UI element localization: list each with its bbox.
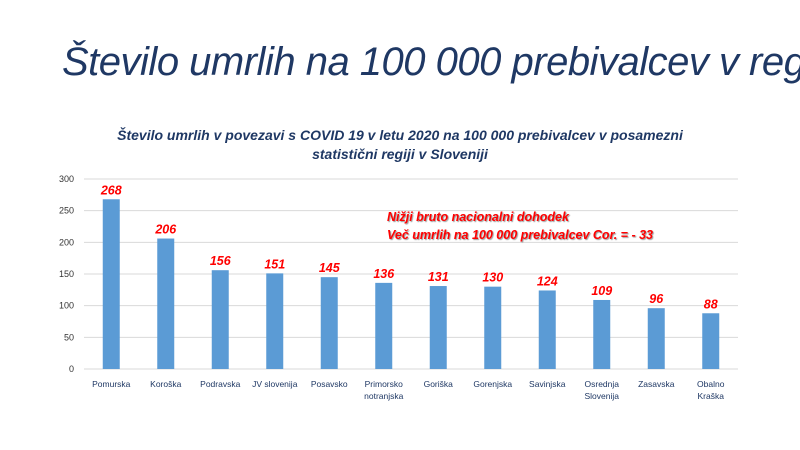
y-tick-label: 50 bbox=[64, 332, 74, 342]
bar bbox=[538, 290, 556, 369]
x-tick-label: Goriška bbox=[424, 379, 454, 389]
bar bbox=[702, 313, 720, 369]
x-tick-label: Slovenija bbox=[585, 391, 620, 401]
y-tick-label: 150 bbox=[59, 269, 74, 279]
x-tick-label: Pomurska bbox=[92, 379, 131, 389]
chart-title: Število umrlih v povezavi s COVID 19 v l… bbox=[117, 127, 683, 162]
y-tick-label: 250 bbox=[59, 206, 74, 216]
y-tick-label: 200 bbox=[59, 237, 74, 247]
x-tick-label: Gorenjska bbox=[473, 379, 512, 389]
data-label: 151 bbox=[264, 257, 285, 271]
bar bbox=[593, 299, 611, 369]
data-label: 88 bbox=[704, 297, 718, 311]
x-tick-label: notranjska bbox=[364, 391, 403, 401]
data-label: 156 bbox=[210, 254, 232, 268]
bar bbox=[157, 238, 175, 369]
annotation-line-2: Več umrlih na 100 000 prebivalcev Cor. =… bbox=[387, 228, 653, 242]
y-tick-label: 0 bbox=[69, 364, 74, 374]
x-tick-label: Savinjska bbox=[529, 379, 566, 389]
bar bbox=[375, 282, 393, 369]
x-tick-label: JV slovenija bbox=[252, 379, 298, 389]
bar bbox=[211, 270, 229, 369]
data-label: 268 bbox=[100, 183, 122, 197]
x-tick-label: Koroška bbox=[150, 379, 181, 389]
x-tick-label: Posavsko bbox=[311, 379, 348, 389]
x-tick-label: Zasavska bbox=[638, 379, 675, 389]
annotation-line-1: Nižji bruto nacionalni dohodek bbox=[387, 210, 569, 224]
x-tick-label: Podravska bbox=[200, 379, 240, 389]
data-label: 131 bbox=[428, 270, 449, 284]
data-label: 136 bbox=[373, 267, 395, 281]
bar bbox=[102, 199, 120, 369]
bar bbox=[647, 308, 665, 369]
bar bbox=[429, 286, 447, 369]
data-label: 96 bbox=[649, 292, 664, 306]
slide-title: Število umrlih na 100 000 prebivalcev v … bbox=[62, 40, 800, 84]
data-label: 145 bbox=[319, 261, 341, 275]
data-label: 130 bbox=[482, 271, 503, 285]
x-tick-label: Primorsko bbox=[365, 379, 404, 389]
data-label: 206 bbox=[154, 223, 177, 237]
bar bbox=[484, 286, 502, 369]
bar bbox=[320, 277, 338, 369]
chart-annotation: Nižji bruto nacionalni dohodek Več umrli… bbox=[387, 208, 653, 244]
y-tick-label: 300 bbox=[59, 174, 74, 184]
x-tick-label: Kraška bbox=[698, 391, 725, 401]
data-label: 109 bbox=[591, 284, 612, 298]
x-tick-label: Osrednja bbox=[585, 379, 620, 389]
data-label: 124 bbox=[537, 274, 558, 288]
bar bbox=[266, 273, 284, 369]
y-tick-label: 100 bbox=[59, 301, 74, 311]
x-tick-label: Obalno bbox=[697, 379, 725, 389]
